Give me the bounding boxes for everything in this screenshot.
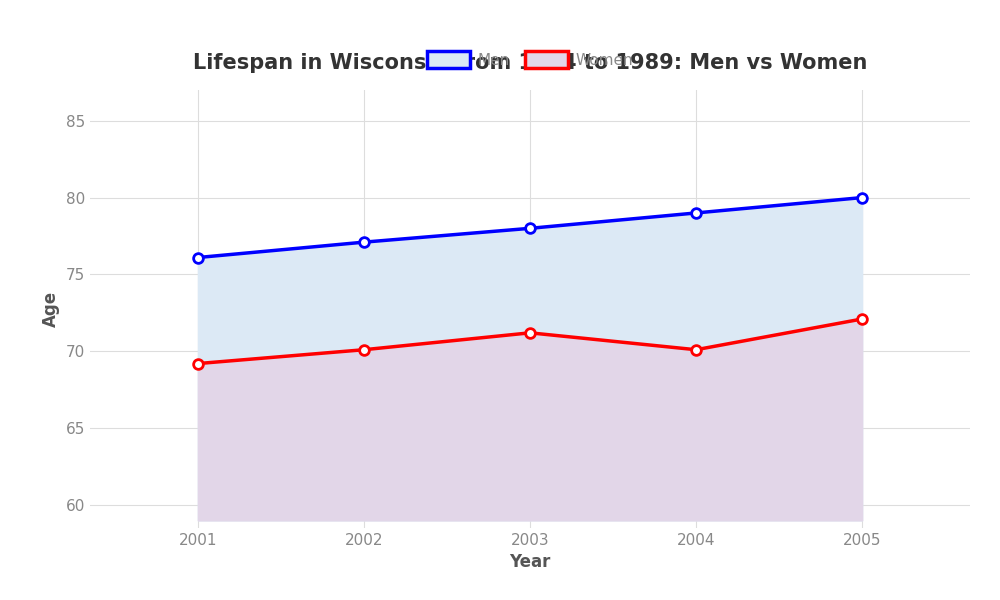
X-axis label: Year: Year <box>509 553 551 571</box>
Title: Lifespan in Wisconsin from 1964 to 1989: Men vs Women: Lifespan in Wisconsin from 1964 to 1989:… <box>193 53 867 73</box>
Legend: Men, Women: Men, Women <box>421 45 639 74</box>
Y-axis label: Age: Age <box>42 291 60 327</box>
